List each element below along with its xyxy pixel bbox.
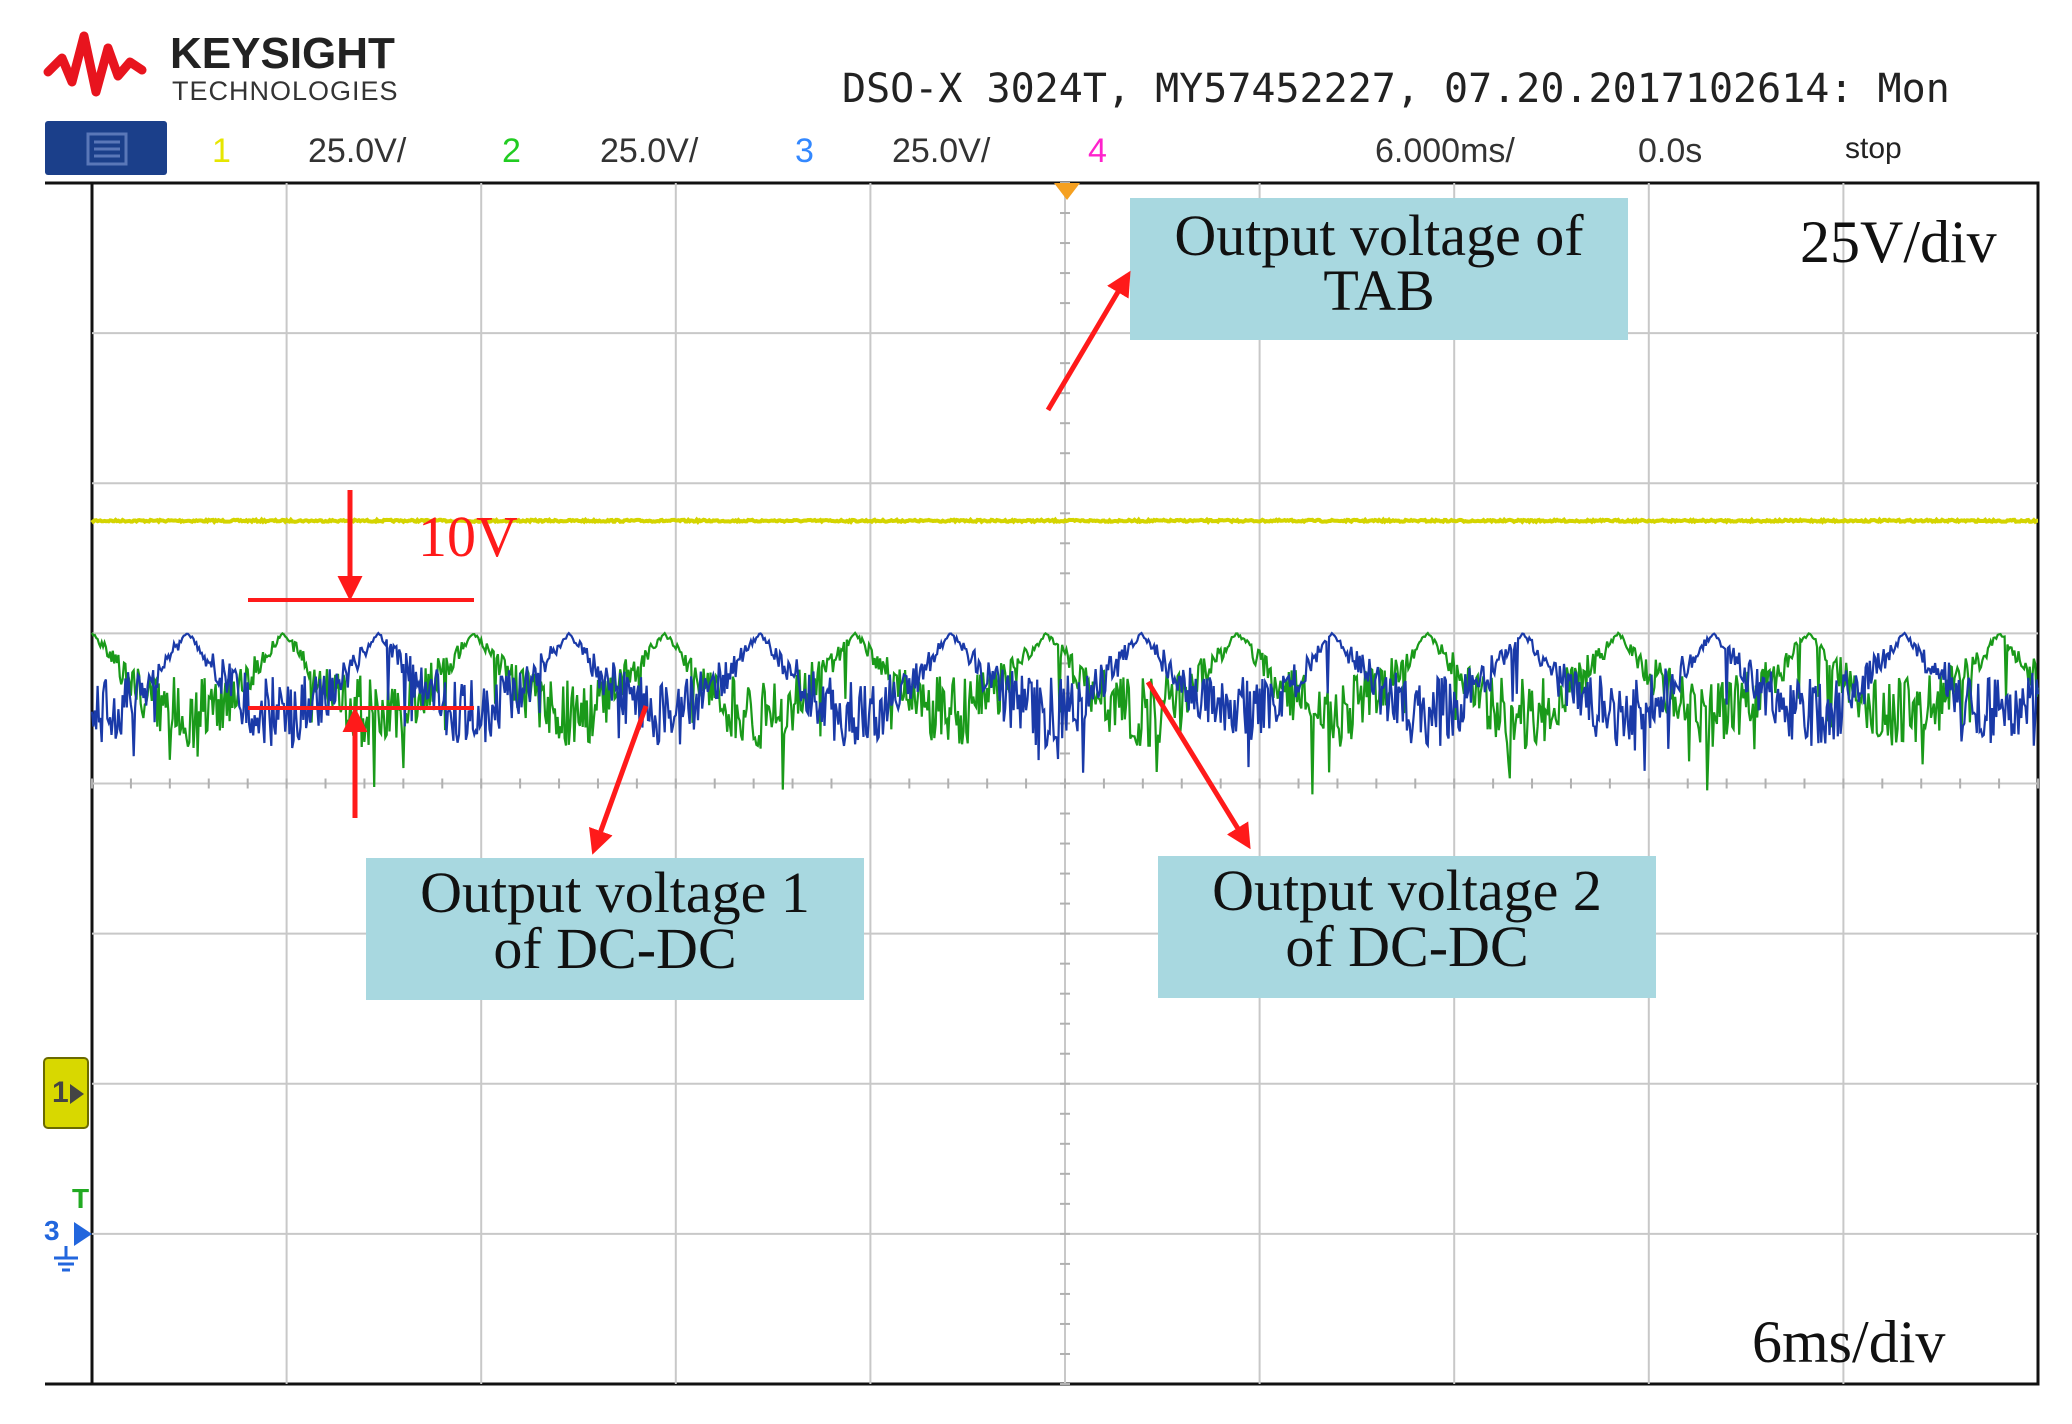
waveform-channel-3 (90, 631, 2040, 773)
tab-pointer-arrow (1045, 270, 1131, 412)
dc2-pointer-arrow (1145, 680, 1251, 850)
time-per-div-label: 6ms/div (1752, 1309, 1945, 1375)
svg-text:of DC-DC: of DC-DC (1285, 914, 1528, 979)
svg-text:Output voltage of: Output voltage of (1174, 203, 1584, 268)
channel-1-scale[interactable]: 25.0V/ (308, 132, 407, 170)
trigger-level-letter: T (72, 1183, 89, 1214)
svg-text:Output voltage 2: Output voltage 2 (1212, 858, 1602, 923)
svg-text:3: 3 (44, 1215, 60, 1246)
svg-text:of DC-DC: of DC-DC (493, 916, 736, 981)
dc2-voltage-label-box: Output voltage 2 of DC-DC (1158, 856, 1656, 998)
waveform-channel-1 (90, 516, 2038, 526)
channel-2-number[interactable]: 2 (502, 132, 521, 170)
channel-2-scale[interactable]: 25.0V/ (600, 132, 699, 170)
channel-3-ground-marker[interactable]: T 3 (44, 1183, 92, 1272)
instrument-info: DSO-X 3024T, MY57452227, 07.20.201710261… (842, 66, 1950, 112)
dc1-voltage-label-box: Output voltage 1 of DC-DC (366, 858, 864, 1000)
brand-name: KEYSIGHT (170, 29, 395, 78)
channel-3-scale[interactable]: 25.0V/ (892, 132, 991, 170)
svg-text:1: 1 (52, 1076, 69, 1109)
dc1-pointer-arrow (589, 705, 649, 855)
keysight-logo-icon (43, 31, 147, 97)
ripple-amplitude-label: 10V (418, 504, 518, 569)
waveform-traces (90, 516, 2040, 795)
ripple-dimension-marker (248, 490, 474, 818)
run-state[interactable]: stop (1845, 132, 1902, 165)
channel-1-ground-marker[interactable]: 1 (43, 1057, 89, 1129)
channel-1-number[interactable]: 1 (212, 132, 231, 170)
timebase-setting[interactable]: 6.000ms/ (1375, 132, 1515, 170)
svg-text:Output voltage 1: Output voltage 1 (420, 860, 810, 925)
tab-voltage-label-box: Output voltage of TAB (1130, 198, 1628, 340)
channel-4-number[interactable]: 4 (1088, 132, 1107, 170)
waveform-channel-2 (91, 631, 2040, 795)
svg-text:TAB: TAB (1323, 258, 1434, 323)
volts-per-div-label: 25V/div (1800, 209, 1997, 275)
brand-subtitle: TECHNOLOGIES (172, 76, 399, 106)
trigger-position-marker (1054, 183, 1080, 200)
menu-icon (86, 132, 128, 166)
channel-3-number[interactable]: 3 (795, 132, 814, 170)
delay-setting[interactable]: 0.0s (1638, 132, 1702, 170)
graticule (91, 182, 2039, 1385)
